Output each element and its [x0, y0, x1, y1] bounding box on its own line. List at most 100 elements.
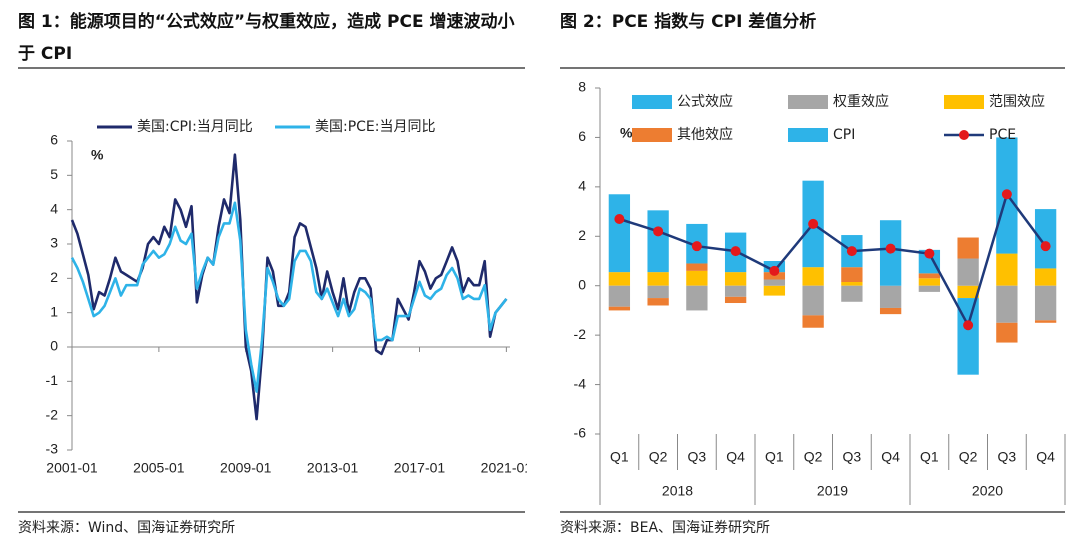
bar-segment [724, 272, 747, 286]
line-marker [691, 241, 702, 252]
line-series [619, 191, 1047, 329]
y-tick-label: 4 [50, 200, 58, 216]
y-tick-label: 4 [578, 178, 586, 194]
bar-segment [647, 272, 669, 286]
bar-segment [841, 285, 863, 302]
y-tick-label: 2 [578, 227, 586, 243]
chart-1: -3 -2 -1 0 1 2 3 4 5 6 2001-01 2005-01 2009-01 2013-0… [46, 119, 533, 476]
y-tick-label: -6 [574, 425, 587, 441]
bar-segment [918, 285, 941, 292]
bar-segment [802, 315, 824, 328]
x-tick-label: Q3 [843, 449, 862, 465]
legend-label: CPI [833, 127, 855, 143]
x-tick-label: 2017-01 [394, 460, 446, 476]
bar-segment [841, 267, 863, 283]
bar-segment [957, 258, 979, 286]
bar-segment [996, 285, 1018, 323]
line-marker [924, 248, 935, 259]
x-tick-label: 2013-01 [307, 460, 359, 476]
bar-segment [763, 285, 786, 296]
line-marker [769, 265, 780, 276]
bar-segment [841, 282, 863, 286]
x-tick-label: 2005-01 [133, 460, 185, 476]
legend-label: 其他效应 [677, 126, 733, 143]
figure-title: 图 2：PCE 指数与 CPI 差值分析 [560, 12, 817, 32]
y-tick-label: 3 [50, 235, 58, 251]
y-tick-label: 6 [50, 132, 58, 148]
x-tick-label: 2009-01 [220, 460, 272, 476]
y-tick-label: -2 [574, 326, 587, 342]
bar-segment [647, 285, 669, 299]
chart-2: -6 -4 -2 0 2 4 6 8% Q1 Q2 Q3 Q4 Q1 Q2 Q3 Q4 Q1 Q2 Q3 Q4 2018… [574, 79, 1066, 505]
source: 资料来源：Wind、国海证券研究所 [18, 520, 236, 536]
bar-segment [879, 285, 902, 308]
unit-label: % [91, 147, 104, 163]
bar-segment [647, 210, 669, 273]
bar-segment [879, 307, 902, 315]
line-marker [653, 226, 664, 237]
x-tick-label: 2021-01 [481, 460, 533, 476]
bar-segment [1034, 285, 1057, 321]
bar-segment [686, 285, 708, 311]
x-tick-label: Q1 [920, 449, 939, 465]
bar-segment [802, 267, 824, 286]
line-marker [846, 246, 857, 257]
bar-segment [608, 306, 631, 311]
legend-swatch [788, 95, 828, 109]
bar-segment [686, 270, 708, 286]
y-tick-label: -4 [574, 375, 587, 391]
legend-label: 美国:PCE:当月同比 [315, 119, 436, 135]
bar-segment [802, 285, 824, 316]
group-label: 2020 [972, 483, 1003, 499]
x-tick-label: Q3 [688, 449, 707, 465]
x-tick-label: Q2 [804, 449, 823, 465]
line-marker [963, 320, 974, 331]
bar-segment [996, 322, 1018, 343]
legend-swatch [632, 95, 672, 109]
bar-segment [608, 285, 631, 307]
bar-segment [996, 253, 1018, 286]
legend-label: 美国:CPI:当月同比 [137, 119, 253, 135]
y-tick-label: 0 [578, 276, 586, 292]
bar-segment [957, 237, 979, 259]
line-series [70, 201, 508, 393]
bar-segment [686, 263, 708, 271]
x-tick-label: Q2 [959, 449, 978, 465]
group-label: 2018 [662, 483, 693, 499]
bar-segment [763, 279, 786, 286]
unit-label: % [620, 125, 633, 141]
x-tick-label: 2001-01 [46, 460, 98, 476]
y-tick-label: 2 [50, 269, 58, 285]
bar-segment [724, 296, 747, 304]
legend-marker [959, 130, 969, 140]
figure-title: 图 1：能源项目的“公式效应”与权重效应，造成 PCE 增速波动小于 CPI [18, 12, 515, 64]
line-marker [808, 218, 819, 229]
x-tick-label: Q1 [765, 449, 784, 465]
bar-segment [608, 272, 631, 286]
legend-label: 公式效应 [677, 93, 733, 110]
legend-swatch [632, 128, 672, 142]
bar-segment [608, 194, 631, 273]
bar-segment [918, 278, 941, 286]
legend-label: 权重效应 [833, 93, 889, 110]
y-tick-label: 5 [50, 166, 58, 182]
y-tick-label: 1 [50, 303, 58, 319]
x-tick-label: Q4 [881, 449, 900, 465]
bar-segment [957, 285, 979, 299]
bar-segment [1034, 320, 1057, 323]
bar-segment [1034, 209, 1057, 269]
y-tick-label: 0 [50, 338, 58, 354]
line-marker [730, 246, 741, 257]
legend-label: 范围效应 [989, 93, 1045, 110]
bar-segment [918, 249, 941, 274]
x-tick-label: Q3 [998, 449, 1017, 465]
group-label: 2019 [817, 483, 848, 499]
line-marker [614, 213, 625, 224]
legend-swatch [944, 95, 984, 109]
bar-segment [647, 298, 669, 306]
y-tick-label: 8 [578, 79, 586, 95]
y-tick-label: -2 [46, 406, 59, 422]
x-tick-label: Q4 [1036, 449, 1055, 465]
